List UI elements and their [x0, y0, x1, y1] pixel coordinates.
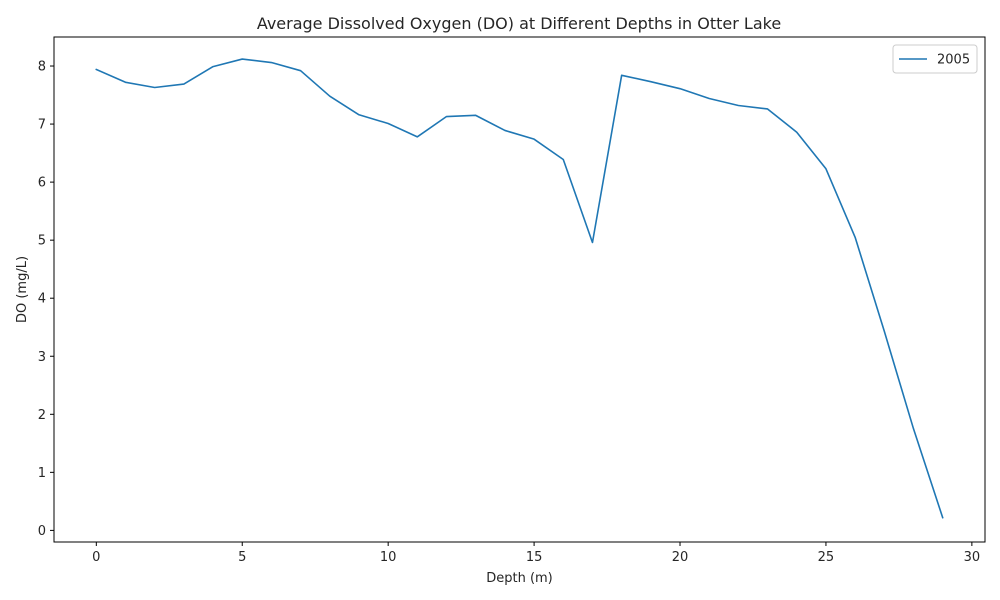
axes-frame: [53, 36, 986, 543]
y-tick-label: 1: [38, 466, 46, 481]
y-tick-label: 4: [38, 292, 46, 307]
y-tick-label: 2: [38, 408, 46, 423]
series-lines: [95, 58, 944, 519]
x-axis-label: Depth (m): [486, 571, 553, 586]
x-tick-label: 15: [526, 550, 543, 565]
series-line-1: [95, 58, 944, 519]
y-axis-label: DO (mg/L): [15, 256, 30, 323]
y-tick-label: 8: [38, 60, 46, 75]
x-axis-ticks: 0 5 10 15 20 25 30: [92, 542, 980, 565]
y-tick-label: 3: [38, 350, 46, 365]
y-tick-label: 7: [38, 118, 46, 133]
chart-title: Average Dissolved Oxygen (DO) at Differe…: [257, 14, 781, 33]
y-tick-label: 6: [38, 176, 46, 191]
x-tick-label: 20: [672, 550, 689, 565]
x-tick-label: 0: [92, 550, 100, 565]
legend-label: 2005: [937, 53, 970, 68]
y-tick-label: 5: [38, 234, 46, 249]
x-tick-label: 25: [818, 550, 835, 565]
y-axis-ticks: 0 1 2 3 4 5 6 7 8: [38, 60, 54, 539]
y-tick-label: 0: [38, 524, 46, 539]
legend-box: [892, 44, 978, 74]
legend: 2005: [892, 44, 978, 74]
x-tick-label: 30: [964, 550, 981, 565]
x-tick-label: 5: [238, 550, 246, 565]
x-tick-label: 10: [380, 550, 397, 565]
